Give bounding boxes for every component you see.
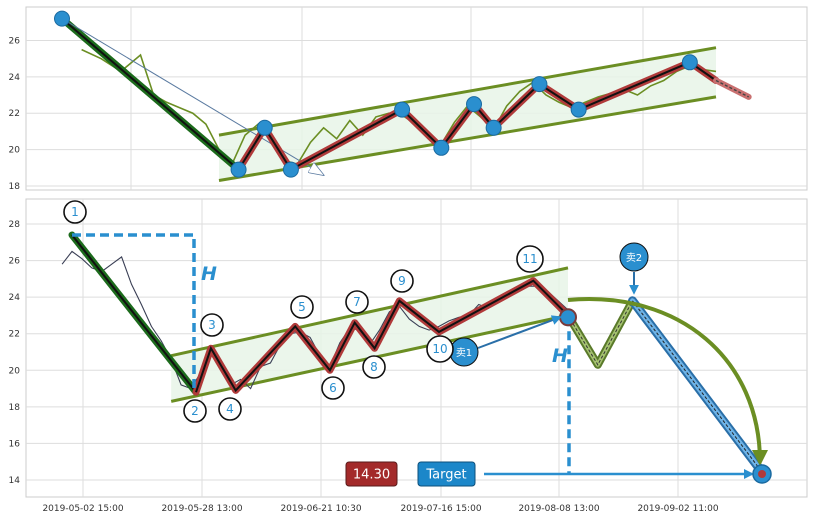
target-row: 14.30 Target (345, 461, 476, 487)
top-pivot-dot (466, 96, 483, 113)
pivot-label-text: 7 (353, 295, 361, 309)
pivot-label-text: 8 (370, 360, 378, 374)
left-height-bracket (72, 233, 196, 393)
target-dot-inner (758, 470, 766, 478)
bottom-zigzag-inner (195, 279, 569, 393)
curved-target-arrow (567, 297, 768, 466)
pivot-label-text: 2 (191, 404, 199, 418)
top-y-tick-label: 24 (9, 73, 21, 83)
top-pivot-dot (570, 101, 587, 118)
pivot-label-circle (345, 290, 369, 314)
top-pivot-dot (256, 119, 273, 136)
bottom-y-ticks: 14 16 18 20 22 24 26 28 (9, 220, 21, 486)
pivot-label-text: 11 (522, 252, 537, 266)
top-y-tick-label: 26 (9, 36, 21, 46)
bottom-x-ticks: 2019-05-02 15:00 2019-05-28 13:00 2019-06-… (42, 504, 718, 514)
bottom-y-tick-label: 24 (9, 293, 21, 303)
bottom-y-tick-label: 16 (9, 439, 21, 449)
sell2-bubble (619, 242, 649, 272)
height-label-right: H (552, 345, 568, 367)
pivot-label-text: 6 (329, 381, 337, 395)
bottom-y-tick-label: 22 (9, 330, 20, 340)
pivot-label-text: 4 (226, 402, 234, 416)
top-pivot-dot (681, 54, 698, 71)
sell2-label: 卖2 (626, 252, 642, 264)
target-value-label: 14.30 (353, 468, 390, 483)
top-pivot-dot (485, 119, 502, 136)
pivot-label-circle (362, 355, 386, 379)
top-channel-upper (218, 46, 717, 137)
target-value-box (345, 461, 398, 487)
pivot-label-text: 5 (298, 300, 306, 314)
top-pivot-dot (282, 161, 299, 178)
sell1-pointer (477, 315, 562, 349)
bottom-decline-inner (71, 234, 197, 393)
pivot-label-circle (390, 269, 414, 293)
pivot-label-circle (200, 313, 224, 337)
top-pivot-dot (394, 101, 411, 118)
target-label: Target (425, 468, 466, 483)
top-y-tick-label: 22 (9, 109, 20, 119)
bottom-y-tick-label: 26 (9, 257, 21, 267)
bottom-y-tick-label: 18 (9, 403, 21, 413)
bottom-y-tick-label: 14 (9, 476, 21, 486)
top-y-ticks: 18 20 22 24 26 (9, 36, 21, 192)
pivot-label-circle (321, 376, 345, 400)
top-forecast-tail-inner (715, 79, 750, 98)
pivot-label-text: 1 (71, 205, 79, 219)
bottom-x-tick-label: 2019-08-08 13:00 (518, 504, 599, 514)
bottom-y-tick-label: 20 (9, 366, 21, 376)
top-pivot-dot (531, 76, 548, 93)
forecast-zigzag-dash (567, 300, 633, 366)
pivot-label-text: 3 (208, 318, 216, 332)
pivot-label-text: 9 (398, 274, 406, 288)
bottom-grid (26, 199, 807, 497)
pivot-label-circle (516, 245, 544, 273)
bottom-x-tick-label: 2019-06-21 10:30 (280, 504, 361, 514)
bottom-x-tick-label: 2019-05-02 15:00 (42, 504, 123, 514)
sell1-label: 卖1 (456, 347, 472, 359)
bottom-layers: 卖1 卖2 1 2 3 4 5 6 7 8 9 10 11 (61, 200, 772, 484)
bottom-x-tick-label: 2019-07-16 15:00 (400, 504, 481, 514)
height-label-left: H (201, 263, 217, 285)
target-box (417, 461, 476, 487)
top-y-tick-label: 18 (9, 182, 21, 192)
bottom-y-tick-label: 28 (9, 220, 21, 230)
top-pivot-dot (230, 161, 247, 178)
pivot-label-circle (290, 295, 314, 319)
bottom-x-tick-label: 2019-05-28 13:00 (161, 504, 242, 514)
top-layers (54, 10, 752, 182)
top-pivot-dot (54, 10, 70, 27)
bottom-channel-fill (171, 267, 568, 402)
pivot-label-circle (426, 335, 454, 363)
top-panel: 18 20 22 24 26 (9, 6, 808, 192)
top-pivot-dot (433, 139, 450, 156)
pivot-label-circle (183, 399, 207, 423)
top-decline-inner (61, 17, 240, 171)
bottom-x-tick-label: 2019-09-02 11:00 (637, 504, 718, 514)
forecast-drop-dash (632, 300, 763, 473)
pivot-label-circle (218, 397, 242, 421)
bottom-channel-upper (170, 266, 569, 358)
top-y-tick-label: 20 (9, 146, 21, 156)
pivot-label-text: 10 (432, 342, 447, 356)
sell1-exit-dot (559, 308, 577, 327)
pivot-label-circle (63, 200, 87, 224)
